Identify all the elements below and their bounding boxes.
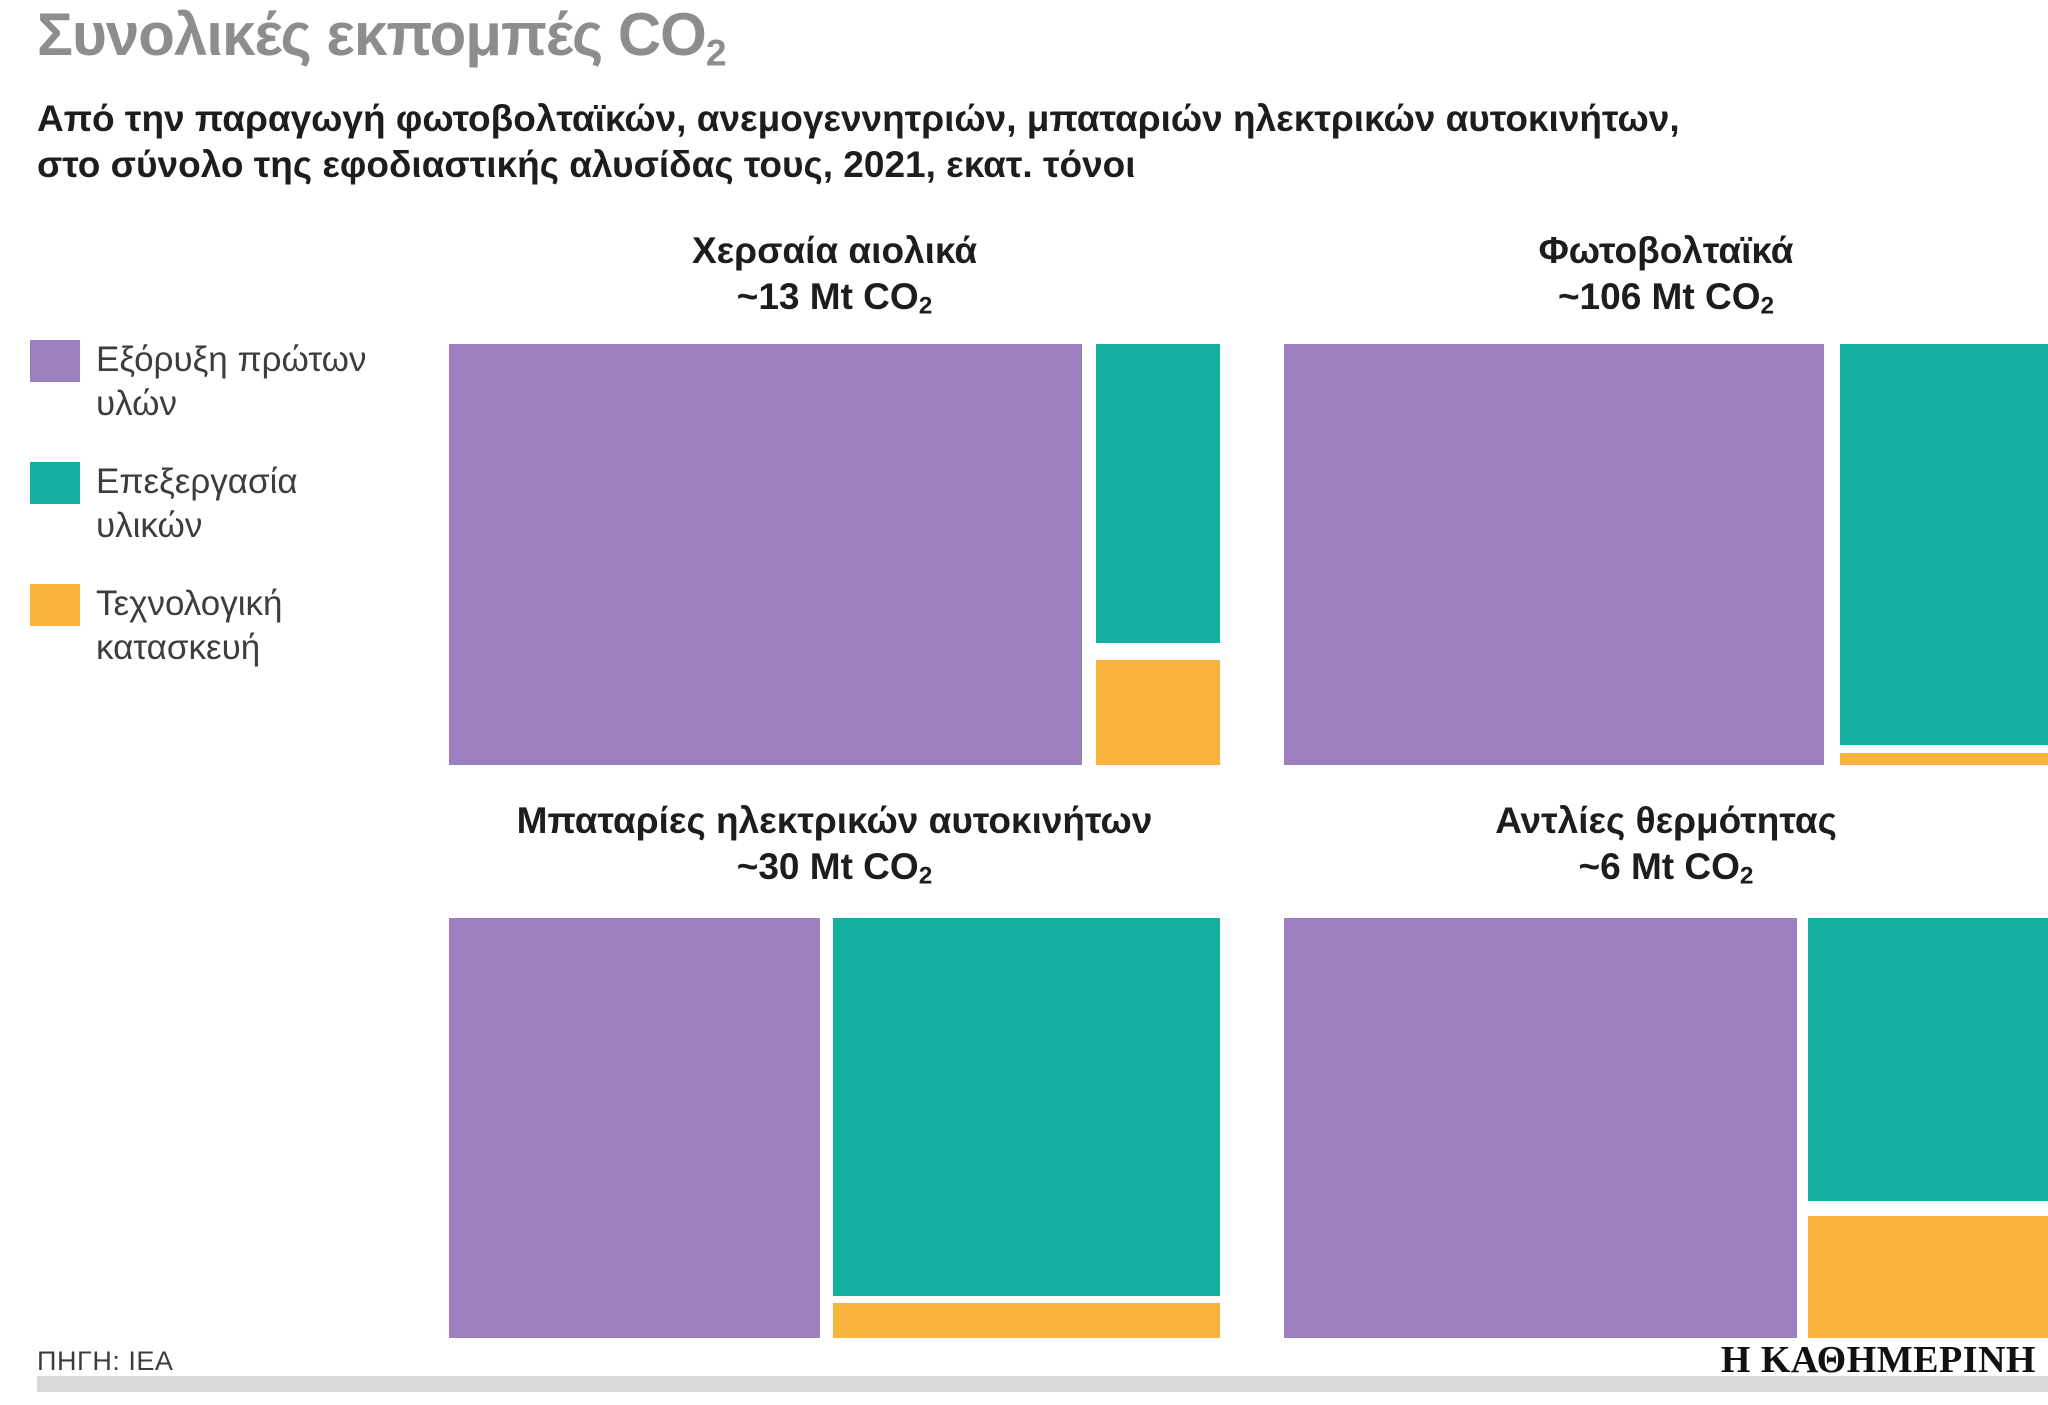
panel-title-photovoltaics: Φωτοβολταϊκά ~106 Mt CO2: [1284, 228, 2048, 322]
panel-total: ~13 Mt CO2: [736, 276, 933, 320]
page-subtitle: Από την παραγωγή φωτοβολταϊκών, ανεμογεν…: [37, 96, 1680, 188]
legend-label-manufacturing: Τεχνολογική κατασκευή: [96, 584, 283, 668]
manufacturing-swatch-icon: [30, 584, 80, 627]
legend-label-processing: Επεξεργασία υλικών: [96, 462, 298, 546]
panel-title-ev-batteries: Μπαταρίες ηλεκτρικών αυτοκινήτων ~30 Mt …: [449, 798, 1220, 892]
panel-total: ~30 Mt CO2: [736, 846, 933, 890]
photovoltaics-mining-block: [1284, 344, 1824, 765]
legend-item-processing: Επεξεργασία υλικών: [30, 460, 386, 548]
source-text: ΠΗΓΗ: ΙΕΑ: [37, 1346, 174, 1376]
onshore-wind-processing-block: [1096, 344, 1220, 643]
photovoltaics-manufacturing-block: [1840, 753, 2048, 765]
subtitle-line-2: στο σύνολο της εφοδιαστικής αλυσίδας του…: [37, 143, 1136, 185]
heat-pumps-manufacturing-block: [1808, 1216, 2048, 1338]
publisher-logo: Η ΚΑΘΗΜΕΡΙΝΗ: [1720, 1339, 2036, 1381]
footer-divider-bar: [37, 1376, 2048, 1392]
page-title: Συνολικές εκπομπές CO2: [37, 0, 727, 74]
ev-batteries-mining-block: [449, 918, 820, 1338]
photovoltaics-processing-block: [1840, 344, 2048, 745]
legend: Εξόρυξη πρώτων υλών Επεξεργασία υλικών Τ…: [30, 338, 386, 705]
ev-batteries-manufacturing-block: [833, 1303, 1220, 1338]
page-title-subscript: 2: [705, 31, 727, 74]
panel-total: ~106 Mt CO2: [1557, 276, 1775, 320]
mining-swatch-icon: [30, 340, 80, 382]
panel-title-heat-pumps: Αντλίες θερμότητας ~6 Mt CO2: [1284, 798, 2048, 892]
panel-name: Αντλίες θερμότητας: [1495, 800, 1837, 841]
onshore-wind-manufacturing-block: [1096, 660, 1220, 765]
ev-batteries-processing-block: [833, 918, 1220, 1296]
processing-swatch-icon: [30, 462, 80, 505]
legend-item-mining: Εξόρυξη πρώτων υλών: [30, 338, 386, 426]
panel-name: Μπαταρίες ηλεκτρικών αυτοκινήτων: [516, 800, 1153, 841]
panel-total: ~6 Mt CO2: [1578, 846, 1754, 890]
page-title-text: Συνολικές εκπομπές CO: [37, 1, 707, 68]
panel-title-onshore-wind: Χερσαία αιολικά ~13 Mt CO2: [449, 228, 1220, 322]
legend-label-mining: Εξόρυξη πρώτων υλών: [96, 340, 367, 424]
onshore-wind-mining-block: [449, 344, 1082, 765]
heat-pumps-mining-block: [1284, 918, 1797, 1338]
panel-name: Φωτοβολταϊκά: [1538, 230, 1794, 271]
subtitle-line-1: Από την παραγωγή φωτοβολταϊκών, ανεμογεν…: [37, 98, 1680, 139]
legend-item-manufacturing: Τεχνολογική κατασκευή: [30, 582, 386, 670]
panel-name: Χερσαία αιολικά: [691, 230, 978, 271]
heat-pumps-processing-block: [1808, 918, 2048, 1201]
